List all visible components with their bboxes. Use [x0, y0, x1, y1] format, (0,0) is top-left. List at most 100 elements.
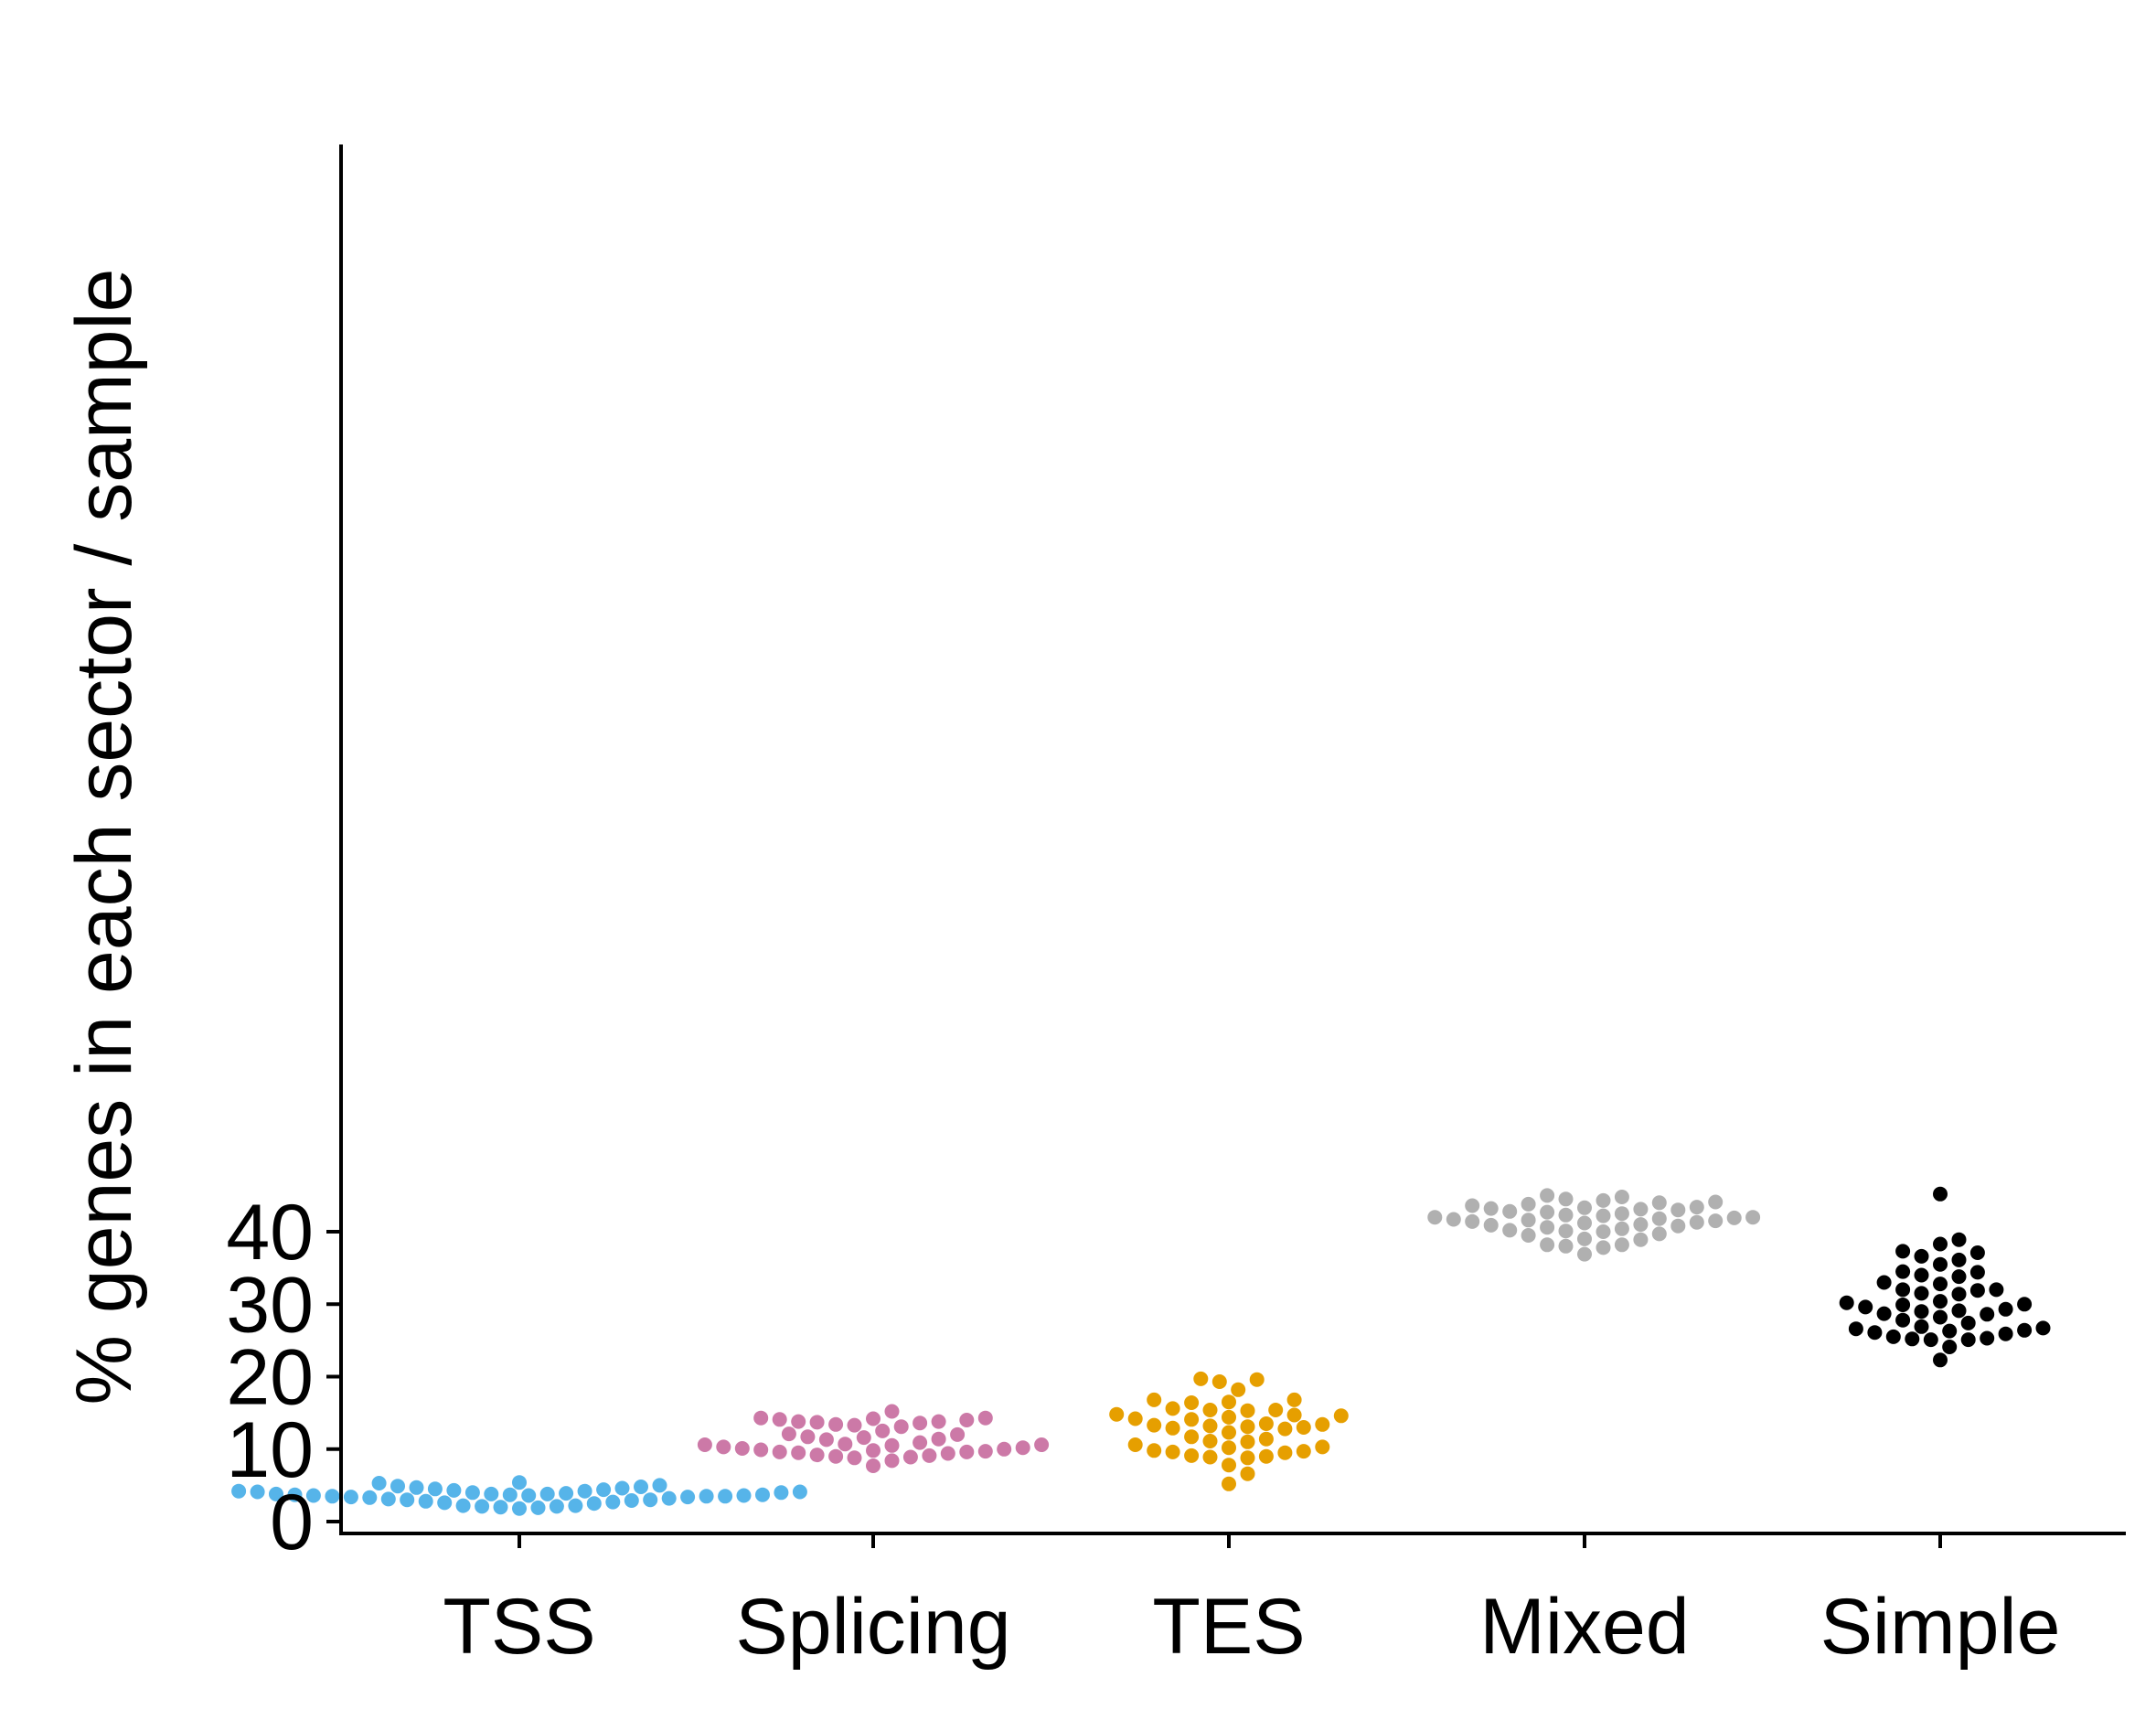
- data-point-splicing: [875, 1423, 891, 1438]
- data-point-tes: [1286, 1392, 1302, 1407]
- data-point-tes: [1286, 1407, 1302, 1423]
- data-point-splicing: [828, 1448, 844, 1464]
- data-point-tes: [1184, 1448, 1200, 1463]
- data-point-splicing: [866, 1443, 881, 1458]
- data-point-mixed: [1614, 1190, 1629, 1204]
- data-point-mixed: [1540, 1237, 1555, 1253]
- data-point-mixed: [1651, 1195, 1667, 1211]
- data-point-simple: [1876, 1275, 1892, 1290]
- data-point-tes: [1249, 1372, 1265, 1387]
- data-point-tss: [596, 1482, 612, 1498]
- data-point-tss: [475, 1499, 490, 1514]
- data-point-simple: [1876, 1306, 1892, 1321]
- data-point-mixed: [1465, 1198, 1480, 1213]
- data-point-simple: [1914, 1286, 1929, 1301]
- data-point-simple: [1933, 1236, 1948, 1252]
- data-point-mixed: [1708, 1194, 1724, 1210]
- data-point-tss: [343, 1490, 358, 1505]
- data-point-tes: [1193, 1371, 1209, 1386]
- data-point-splicing: [959, 1413, 975, 1427]
- data-point-simple: [1858, 1299, 1873, 1315]
- data-point-splicing: [809, 1448, 825, 1463]
- data-point-splicing: [866, 1458, 881, 1473]
- data-point-tss: [502, 1487, 518, 1502]
- data-point-simple: [1905, 1331, 1920, 1347]
- data-point-mixed: [1745, 1210, 1761, 1225]
- y-tick-label: 40: [226, 1189, 314, 1277]
- data-point-simple: [1951, 1252, 1967, 1267]
- data-point-splicing: [847, 1417, 862, 1433]
- data-point-splicing: [913, 1435, 928, 1450]
- data-point-tes: [1165, 1401, 1180, 1416]
- data-point-tss: [774, 1485, 789, 1501]
- data-point-tss: [559, 1486, 574, 1501]
- data-point-tss: [362, 1490, 378, 1505]
- data-point-tss: [325, 1489, 340, 1504]
- data-point-splicing: [931, 1414, 946, 1429]
- data-point-simple: [1969, 1283, 1985, 1298]
- data-point-mixed: [1558, 1191, 1574, 1207]
- data-point-tss: [287, 1487, 303, 1502]
- data-point-tss: [530, 1500, 546, 1515]
- data-point-splicing: [997, 1441, 1012, 1457]
- data-point-simple: [1933, 1294, 1948, 1309]
- data-point-tes: [1296, 1420, 1311, 1435]
- data-point-simple: [1933, 1256, 1948, 1272]
- data-point-simple: [1998, 1326, 2013, 1341]
- data-point-simple: [1895, 1264, 1911, 1279]
- data-point-mixed: [1689, 1214, 1704, 1230]
- data-point-splicing: [959, 1444, 975, 1459]
- data-point-tes: [1202, 1403, 1218, 1417]
- data-point-simple: [1951, 1303, 1967, 1319]
- data-point-mixed: [1502, 1203, 1518, 1219]
- data-point-splicing: [977, 1444, 993, 1459]
- data-point-splicing: [781, 1426, 796, 1442]
- data-point-mixed: [1596, 1224, 1611, 1239]
- data-point-simple: [1980, 1330, 1995, 1346]
- data-point-mixed: [1465, 1213, 1480, 1229]
- data-point-mixed: [1540, 1220, 1555, 1235]
- data-point-simple: [1923, 1332, 1938, 1348]
- data-point-mixed: [1633, 1232, 1649, 1247]
- data-point-simple: [1895, 1312, 1911, 1328]
- data-point-mixed: [1521, 1228, 1536, 1243]
- data-point-tss: [755, 1487, 770, 1502]
- data-point-splicing: [893, 1419, 909, 1435]
- data-point-splicing: [791, 1445, 806, 1460]
- data-point-splicing: [791, 1414, 806, 1429]
- data-point-splicing: [940, 1446, 955, 1461]
- data-point-mixed: [1633, 1217, 1649, 1233]
- data-point-tes: [1222, 1425, 1236, 1440]
- data-point-simple: [1933, 1186, 1948, 1202]
- data-point-tes: [1147, 1443, 1162, 1458]
- data-point-tes: [1268, 1403, 1284, 1417]
- x-tick-label-tss: TSS: [443, 1583, 595, 1671]
- data-point-simple: [1848, 1321, 1863, 1337]
- data-point-splicing: [753, 1442, 769, 1458]
- x-axis-ticks: TSS Splicing TES Mixed Simple: [443, 1533, 2060, 1671]
- data-point-tes: [1165, 1444, 1180, 1459]
- data-point-tes: [1240, 1450, 1255, 1466]
- data-point-simple: [1895, 1244, 1911, 1259]
- data-point-tes: [1333, 1408, 1349, 1424]
- data-point-tss: [549, 1499, 564, 1514]
- data-point-splicing: [884, 1453, 900, 1469]
- data-point-mixed: [1651, 1211, 1667, 1226]
- data-point-mixed: [1708, 1213, 1724, 1229]
- data-point-simple: [1960, 1315, 1976, 1330]
- data-point-mixed: [1577, 1246, 1592, 1262]
- data-point-simple: [1914, 1319, 1929, 1334]
- data-point-tes: [1240, 1419, 1255, 1435]
- data-point-simple: [1960, 1332, 1976, 1348]
- y-tick-label: 0: [270, 1479, 314, 1566]
- data-point-tss: [680, 1490, 696, 1505]
- y-axis-title: % genes in each sector / sample: [60, 269, 148, 1405]
- data-point-mixed: [1577, 1231, 1592, 1246]
- data-point-tss: [409, 1480, 424, 1495]
- data-point-splicing: [772, 1444, 787, 1459]
- data-point-tss: [250, 1484, 265, 1500]
- data-point-tss: [643, 1492, 658, 1508]
- data-point-simple: [1942, 1323, 1958, 1339]
- data-point-splicing: [809, 1415, 825, 1430]
